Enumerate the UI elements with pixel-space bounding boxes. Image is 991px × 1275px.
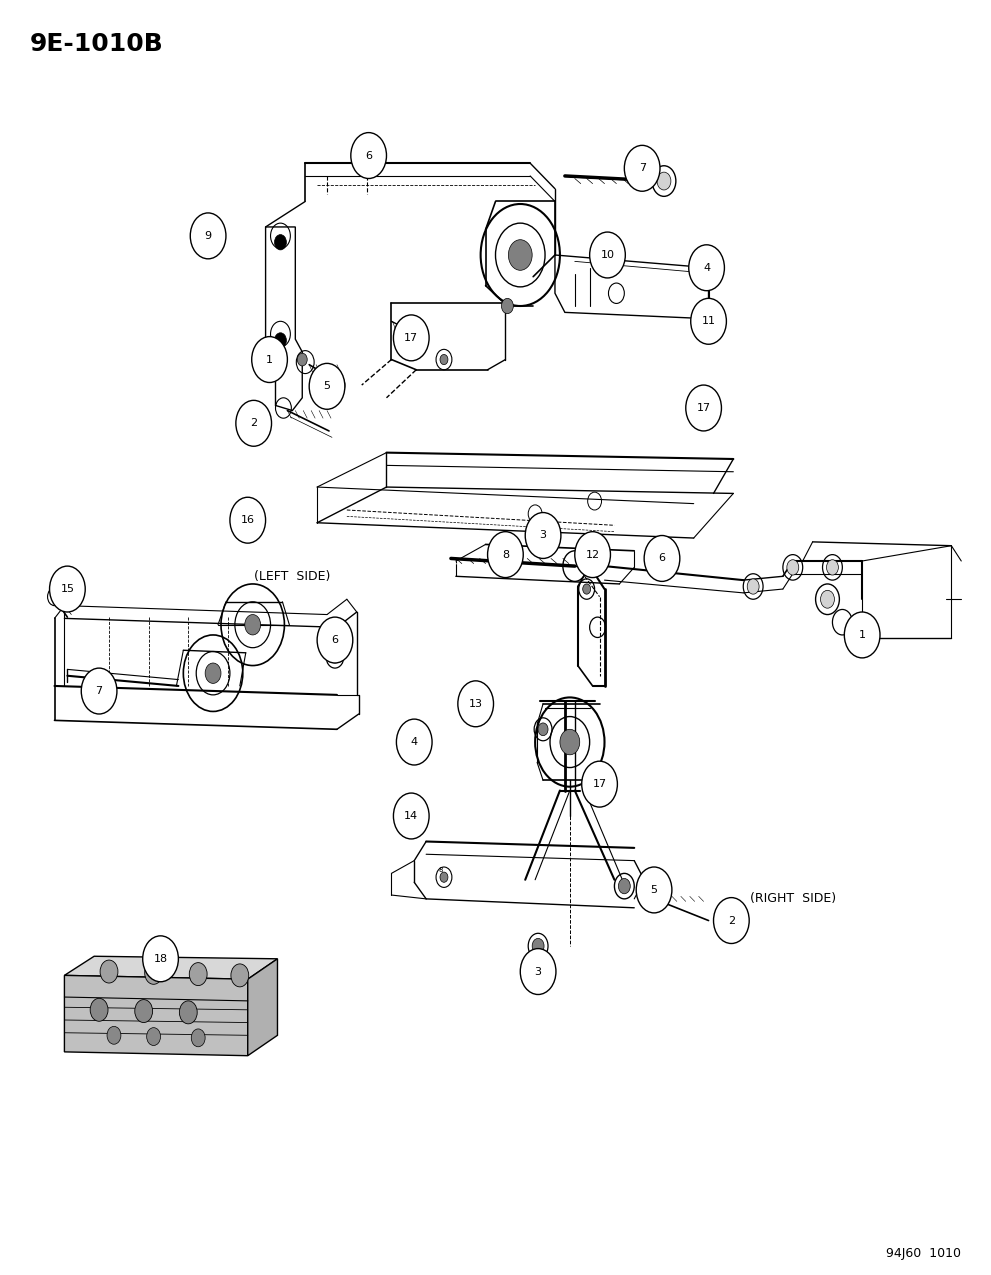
Text: 17: 17 xyxy=(593,779,606,789)
Circle shape xyxy=(297,353,307,366)
Circle shape xyxy=(575,532,610,578)
Text: 7: 7 xyxy=(638,163,646,173)
Circle shape xyxy=(538,723,548,736)
Circle shape xyxy=(230,497,266,543)
Circle shape xyxy=(90,998,108,1021)
Text: 1: 1 xyxy=(266,354,274,365)
Circle shape xyxy=(689,245,724,291)
Text: 17: 17 xyxy=(697,403,711,413)
Text: (LEFT  SIDE): (LEFT SIDE) xyxy=(254,570,331,583)
Polygon shape xyxy=(64,956,277,979)
Circle shape xyxy=(231,964,249,987)
Circle shape xyxy=(440,872,448,882)
Circle shape xyxy=(179,1001,197,1024)
Text: (RIGHT  SIDE): (RIGHT SIDE) xyxy=(750,892,835,905)
Text: 4: 4 xyxy=(410,737,418,747)
Circle shape xyxy=(747,579,759,594)
Circle shape xyxy=(107,1026,121,1044)
Text: 15: 15 xyxy=(60,584,74,594)
Circle shape xyxy=(644,536,680,581)
Text: 8: 8 xyxy=(501,550,509,560)
Text: 5: 5 xyxy=(323,381,331,391)
Circle shape xyxy=(252,337,287,382)
Text: 3: 3 xyxy=(539,530,547,541)
Circle shape xyxy=(330,650,340,663)
Circle shape xyxy=(826,560,838,575)
Circle shape xyxy=(145,961,163,984)
Circle shape xyxy=(396,719,432,765)
Circle shape xyxy=(351,133,386,178)
Circle shape xyxy=(309,363,345,409)
Text: 9: 9 xyxy=(204,231,212,241)
Text: 11: 11 xyxy=(702,316,716,326)
Circle shape xyxy=(189,963,207,986)
Text: 6: 6 xyxy=(365,150,373,161)
Text: 18: 18 xyxy=(154,954,167,964)
Text: 17: 17 xyxy=(404,333,418,343)
Text: 5: 5 xyxy=(650,885,658,895)
Polygon shape xyxy=(64,975,248,1056)
Text: 16: 16 xyxy=(241,515,255,525)
Text: 10: 10 xyxy=(601,250,614,260)
Text: 7: 7 xyxy=(95,686,103,696)
Text: 2: 2 xyxy=(727,915,735,926)
Circle shape xyxy=(787,560,799,575)
Circle shape xyxy=(582,761,617,807)
Text: 12: 12 xyxy=(586,550,600,560)
Circle shape xyxy=(821,590,834,608)
Circle shape xyxy=(236,400,272,446)
Text: 6: 6 xyxy=(331,635,339,645)
Circle shape xyxy=(393,315,429,361)
Text: 2: 2 xyxy=(250,418,258,428)
Circle shape xyxy=(81,668,117,714)
Circle shape xyxy=(440,354,448,365)
Circle shape xyxy=(501,298,513,314)
Circle shape xyxy=(520,949,556,995)
Circle shape xyxy=(657,172,671,190)
Text: 94J60  1010: 94J60 1010 xyxy=(886,1247,961,1260)
Circle shape xyxy=(636,867,672,913)
Text: 14: 14 xyxy=(404,811,418,821)
Circle shape xyxy=(458,681,494,727)
Circle shape xyxy=(317,617,353,663)
Circle shape xyxy=(714,898,749,944)
Text: 13: 13 xyxy=(469,699,483,709)
Text: 4: 4 xyxy=(703,263,711,273)
Circle shape xyxy=(508,240,532,270)
Circle shape xyxy=(590,232,625,278)
Text: 9E-1010B: 9E-1010B xyxy=(30,32,164,56)
Circle shape xyxy=(686,385,721,431)
Text: 1: 1 xyxy=(858,630,866,640)
Circle shape xyxy=(525,513,561,558)
Circle shape xyxy=(143,936,178,982)
Circle shape xyxy=(560,729,580,755)
Circle shape xyxy=(100,960,118,983)
Circle shape xyxy=(624,145,660,191)
Circle shape xyxy=(205,663,221,683)
Circle shape xyxy=(135,1000,153,1023)
Circle shape xyxy=(50,566,85,612)
Circle shape xyxy=(618,878,630,894)
Circle shape xyxy=(147,1028,161,1046)
Circle shape xyxy=(583,584,591,594)
Text: 6: 6 xyxy=(658,553,666,564)
Polygon shape xyxy=(248,959,277,1056)
Text: 8: 8 xyxy=(439,867,443,872)
Circle shape xyxy=(844,612,880,658)
Circle shape xyxy=(332,382,342,395)
Circle shape xyxy=(691,298,726,344)
Circle shape xyxy=(245,615,261,635)
Text: 3: 3 xyxy=(534,966,542,977)
Circle shape xyxy=(191,1029,205,1047)
Circle shape xyxy=(532,938,544,954)
Circle shape xyxy=(275,333,286,348)
Circle shape xyxy=(393,793,429,839)
Circle shape xyxy=(190,213,226,259)
Circle shape xyxy=(488,532,523,578)
Circle shape xyxy=(275,235,286,250)
